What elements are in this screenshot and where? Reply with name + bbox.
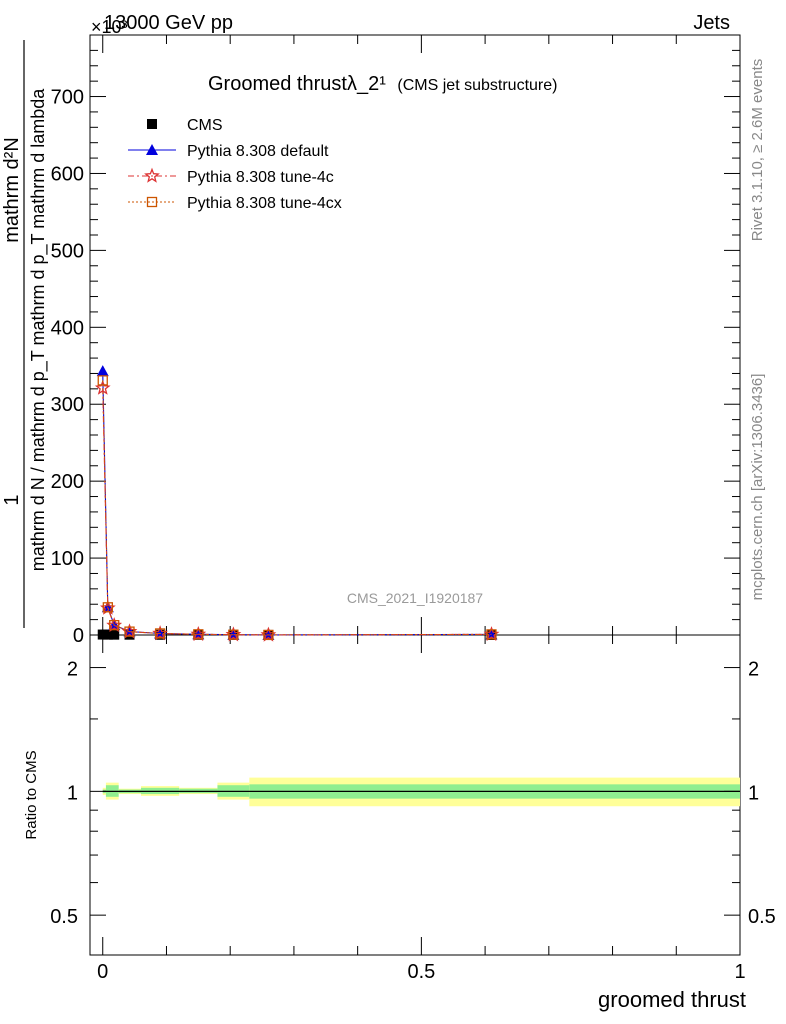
tune4cx-marker bbox=[109, 620, 120, 631]
chart-title: Groomed thrustλ_2¹ (CMS jet substructure… bbox=[208, 73, 557, 95]
series-line bbox=[102, 380, 492, 636]
y-tick-label: 600 bbox=[51, 163, 84, 185]
legend-label: Pythia 8.308 default bbox=[187, 143, 329, 160]
legend: CMS Pythia 8.308 default Pythia 8.308 tune… bbox=[128, 117, 342, 212]
tune4cx-marker bbox=[263, 629, 274, 641]
cms-data-point bbox=[97, 629, 108, 640]
y-tick-label: 100 bbox=[51, 548, 84, 570]
main-y-label-prefix: 1 bbox=[1, 494, 23, 505]
default-marker bbox=[96, 365, 109, 377]
x-tick-label: 1 bbox=[734, 961, 745, 983]
tune4c-marker bbox=[94, 379, 111, 395]
analysis-watermark: CMS_2021_I1920187 bbox=[347, 590, 483, 606]
tune4cx-marker bbox=[228, 629, 239, 640]
y-tick-label: 700 bbox=[51, 87, 84, 109]
main-y-label-numerator: mathrm d²N bbox=[1, 137, 23, 243]
tune4cx-marker bbox=[97, 375, 108, 386]
tune4cx-marker bbox=[486, 629, 497, 640]
legend-label: Pythia 8.308 tune-4c bbox=[187, 169, 334, 186]
ratio-axes: 0.5 0.5 1 1 2 2 bbox=[50, 659, 776, 929]
ratio-tick-label: 0.5 bbox=[50, 906, 78, 928]
tune4c-marker bbox=[144, 167, 160, 183]
tune4cx-marker bbox=[154, 628, 166, 639]
x-axis: 0 0.5 1 bbox=[97, 35, 746, 983]
x-axis-label: groomed thrust bbox=[598, 987, 746, 1012]
cms-data-point bbox=[109, 629, 120, 640]
legend-label: CMS bbox=[187, 117, 223, 134]
ratio-bands bbox=[102, 777, 740, 807]
ratio-y-label: Ratio to CMS bbox=[23, 750, 40, 839]
series-pythia-tune-4cx bbox=[97, 375, 497, 641]
process-label: Jets bbox=[693, 12, 730, 34]
y-tick-label: 200 bbox=[51, 471, 84, 493]
series-layer bbox=[94, 365, 500, 642]
y-tick-label: 500 bbox=[51, 240, 84, 262]
ratio-tick-label-right: 2 bbox=[748, 659, 759, 681]
default-marker bbox=[146, 144, 158, 155]
ratio-tick-label: 2 bbox=[67, 659, 78, 681]
tune4cx-marker bbox=[124, 626, 135, 637]
x-tick-label: 0 bbox=[97, 961, 108, 983]
main-y-axis: 0 100 200 300 400 500 600 700 bbox=[51, 34, 740, 647]
chart-title-main: Groomed thrustλ_2¹ bbox=[208, 73, 386, 95]
tune4cx-marker bbox=[193, 629, 204, 640]
scale-factor: ×10³ bbox=[91, 17, 128, 37]
tune4cx-marker bbox=[102, 602, 113, 613]
y-tick-label: 300 bbox=[51, 394, 84, 416]
cms-data-point bbox=[102, 629, 113, 640]
y-tick-label: 0 bbox=[73, 625, 84, 647]
x-tick-label: 0.5 bbox=[407, 961, 435, 983]
main-y-label-text: mathrm d N / mathrm d p_T mathrm d p_T m… bbox=[28, 88, 49, 571]
rivet-label: Rivet 3.1.10, ≥ 2.6M events bbox=[749, 59, 766, 242]
mcplots-label: mcplots.cern.ch [arXiv:1306.3436] bbox=[749, 374, 766, 601]
ratio-tick-label-right: 0.5 bbox=[748, 906, 776, 928]
y-tick-label: 400 bbox=[51, 317, 84, 339]
ratio-tick-label: 1 bbox=[67, 782, 78, 804]
chart-subtitle: (CMS jet substructure) bbox=[397, 77, 557, 94]
legend-label: Pythia 8.308 tune-4cx bbox=[187, 195, 342, 212]
energy-label: 13000 GeV pp bbox=[104, 12, 233, 34]
cms-data-point bbox=[147, 119, 157, 129]
ratio-tick-label-right: 1 bbox=[748, 782, 759, 804]
main-y-label: 1 mathrm d²N mathrm d N / mathrm d p_T m… bbox=[1, 40, 49, 628]
tune4cx-marker bbox=[146, 196, 158, 208]
